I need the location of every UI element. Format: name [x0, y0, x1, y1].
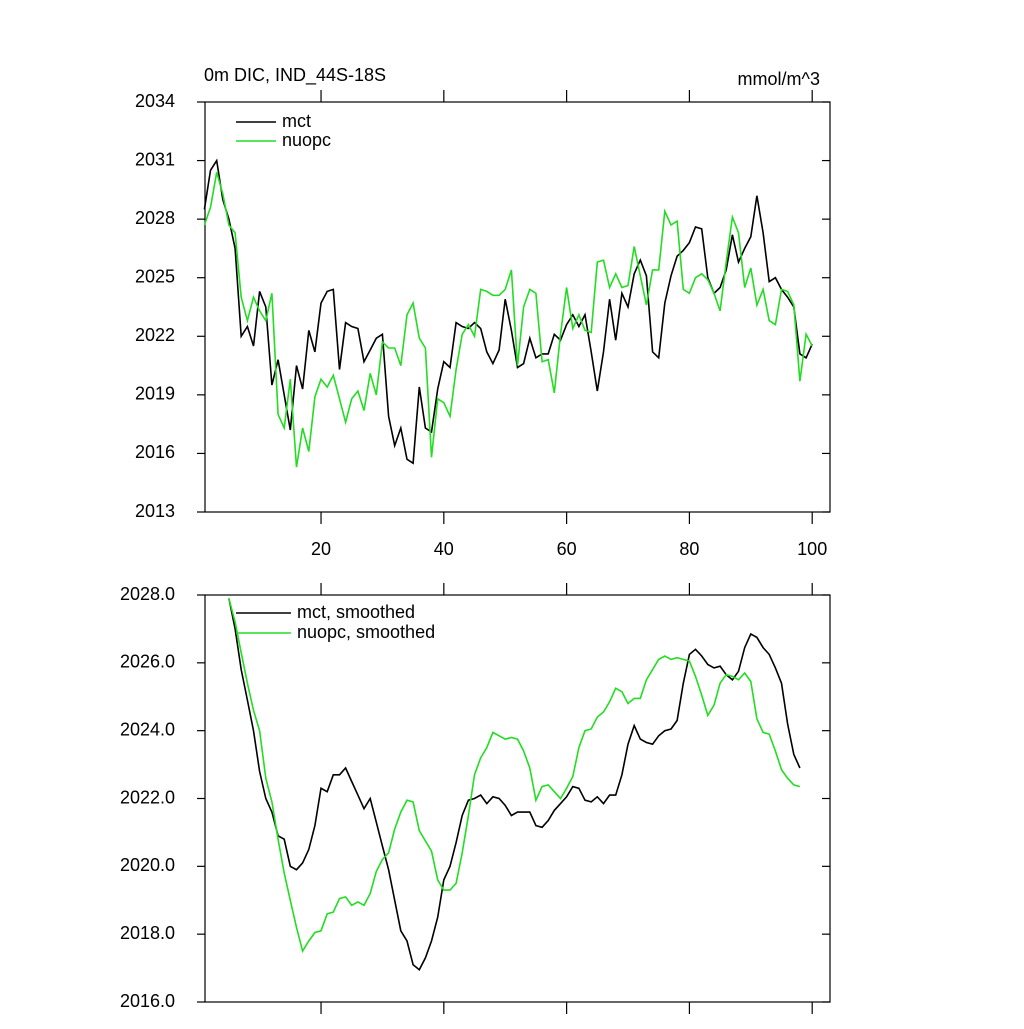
- x-tick-label: 20: [311, 539, 331, 559]
- y-tick-label: 2022: [135, 325, 175, 345]
- y-tick-label: 2020.0: [120, 855, 175, 875]
- series-line: [203, 158, 813, 465]
- y-tick-label: 2028.0: [120, 584, 175, 604]
- y-tick-label: 2016: [135, 442, 175, 462]
- y-tick-label: 2013: [135, 501, 175, 521]
- legend-label: mct, smoothed: [297, 602, 415, 622]
- series-line: [228, 598, 801, 972]
- y-tick-label: 2031: [135, 149, 175, 169]
- y-tick-label: 2016.0: [120, 991, 175, 1011]
- x-tick-label: 60: [557, 539, 577, 559]
- y-tick-label: 2018.0: [120, 923, 175, 943]
- y-tick-label: 2019: [135, 384, 175, 404]
- legend-label: mct: [282, 111, 311, 131]
- series-line: [203, 172, 813, 468]
- y-tick-label: 2028: [135, 208, 175, 228]
- y-tick-label: 2022.0: [120, 787, 175, 807]
- y-tick-label: 2025: [135, 266, 175, 286]
- x-tick-label: 40: [434, 539, 454, 559]
- legend-label: nuopc: [282, 130, 331, 150]
- chart-title: 0m DIC, IND_44S-18S: [204, 65, 386, 86]
- legend-label: nuopc, smoothed: [297, 622, 435, 642]
- x-tick-label: 80: [679, 539, 699, 559]
- series-line: [228, 598, 801, 954]
- y-tick-label: 2026.0: [120, 652, 175, 672]
- plot-frame: [204, 594, 831, 1003]
- y-tick-label: 2034: [135, 91, 175, 111]
- y-tick-label: 2024.0: [120, 719, 175, 739]
- units-label: mmol/m^3: [738, 69, 820, 89]
- x-tick-label: 100: [797, 539, 827, 559]
- plot-frame: [204, 101, 831, 513]
